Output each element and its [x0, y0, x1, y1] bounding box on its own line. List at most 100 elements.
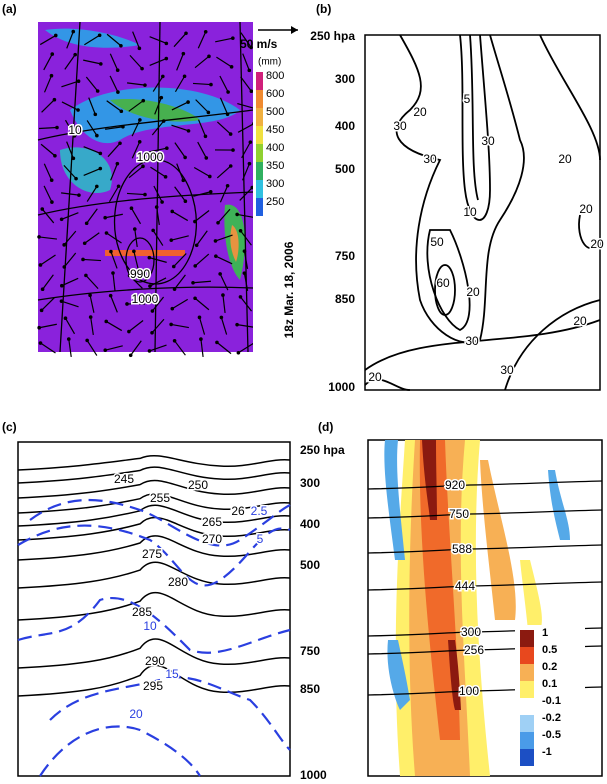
- vector: [132, 31, 140, 49]
- contour-label: 20: [466, 285, 480, 299]
- vector: [39, 323, 57, 329]
- vector-head: [104, 231, 109, 235]
- vector-head: [59, 299, 64, 303]
- colorbar-label: 500: [266, 106, 284, 118]
- vector: [174, 142, 186, 158]
- vector-head: [62, 265, 67, 269]
- theta-line: [17, 504, 291, 527]
- vector-head: [138, 118, 142, 122]
- vector-head: [247, 161, 252, 166]
- wind-label: 20: [129, 707, 143, 721]
- vector-head: [172, 287, 177, 291]
- vector: [215, 255, 233, 265]
- vector-head: [116, 90, 120, 94]
- vector: [240, 32, 252, 48]
- vector: [176, 163, 184, 181]
- vector-head: [95, 89, 100, 93]
- contour-label: 5: [464, 92, 471, 106]
- vector-head: [172, 339, 177, 343]
- vector-head: [50, 200, 54, 204]
- contour-label: 20: [590, 237, 604, 251]
- vector-head: [53, 33, 58, 38]
- contour-label: 250: [188, 478, 208, 492]
- vector: [149, 57, 167, 67]
- contour-label: 265: [202, 515, 222, 529]
- theta-line: [17, 591, 291, 621]
- vector-head: [193, 296, 197, 301]
- level-label: 300: [300, 476, 320, 490]
- contour-label: 290: [145, 654, 165, 668]
- vector-head: [164, 56, 169, 61]
- vector: [86, 340, 98, 356]
- vector-head: [63, 316, 68, 321]
- vector-head: [95, 133, 99, 138]
- vector-head: [163, 175, 168, 179]
- vector: [40, 342, 56, 354]
- vector: [237, 324, 255, 328]
- vector: [149, 147, 167, 153]
- colorbar-label: 0.1: [542, 678, 557, 690]
- colorbar-label: 600: [266, 88, 284, 100]
- vector: [60, 192, 80, 196]
- vector-head: [76, 108, 80, 112]
- vector: [197, 31, 207, 49]
- vector: [174, 75, 186, 93]
- vector: [40, 254, 56, 266]
- vector-head: [129, 206, 134, 211]
- vector: [194, 55, 210, 69]
- vector-head: [206, 110, 211, 115]
- vector: [63, 164, 77, 180]
- vector-head: [208, 174, 212, 179]
- vector-head: [194, 243, 199, 248]
- vector-head: [150, 309, 155, 313]
- theta-line: [17, 664, 291, 697]
- vector-head: [219, 315, 224, 320]
- vector-head: [214, 254, 218, 258]
- vector: [42, 274, 54, 290]
- colorbar-swatch: [520, 749, 534, 766]
- colorbar-swatch: [520, 732, 534, 749]
- vector-head: [115, 161, 120, 166]
- vector-head: [249, 89, 254, 94]
- colorbar-swatch: [256, 162, 263, 180]
- vector-head: [137, 46, 142, 51]
- plot-frame: [17, 441, 291, 777]
- vector: [216, 341, 232, 355]
- vector: [61, 80, 79, 88]
- vector: [126, 82, 146, 86]
- vector-head: [186, 100, 190, 104]
- vector: [43, 163, 53, 181]
- vector-head: [143, 192, 147, 197]
- vector: [154, 97, 162, 115]
- contour-label: 300: [461, 625, 481, 639]
- colorbar: 800 600 500 450 400 350 300 250: [256, 70, 284, 216]
- contour-label: 255: [150, 491, 170, 505]
- contour-label: 30: [465, 334, 479, 348]
- colorbar-label: 0.5: [542, 644, 557, 656]
- vector-head: [199, 337, 203, 341]
- contour-label: 275: [142, 547, 162, 561]
- vector-head: [191, 280, 195, 285]
- vector-head: [216, 220, 220, 225]
- vector-head: [169, 322, 173, 327]
- vector-head: [115, 68, 120, 73]
- vector-head: [229, 65, 234, 69]
- vector-head: [84, 221, 89, 226]
- contour-label: 295: [143, 679, 163, 693]
- vector-head: [74, 176, 78, 181]
- colorbar-swatch: [520, 630, 534, 647]
- vector: [128, 165, 144, 179]
- vector: [149, 257, 167, 263]
- vector: [131, 141, 141, 159]
- contour-label: 20: [573, 314, 587, 328]
- vector: [90, 317, 94, 335]
- vector: [216, 165, 232, 179]
- level-label: 500: [300, 558, 320, 572]
- vector-head: [148, 284, 152, 288]
- vector: [134, 229, 138, 247]
- vector: [41, 99, 55, 113]
- vector: [150, 166, 166, 178]
- vector: [171, 101, 189, 111]
- vector-head: [132, 249, 136, 254]
- vector-head: [207, 54, 211, 59]
